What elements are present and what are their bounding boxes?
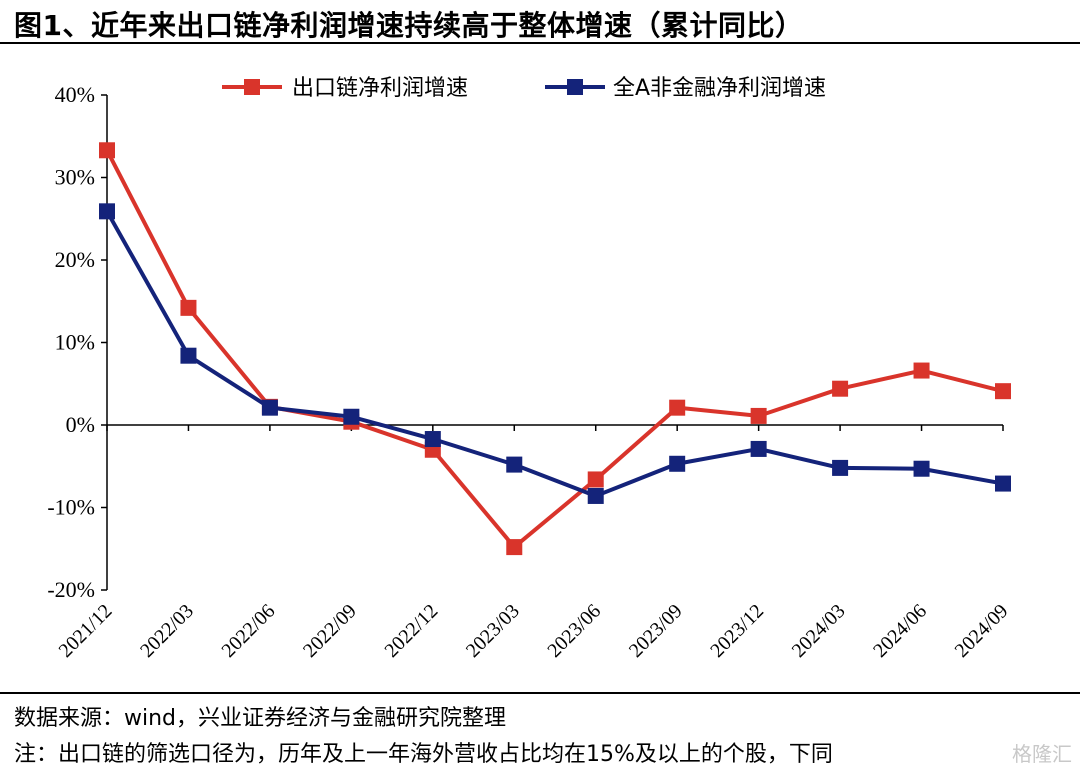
data-point [995,383,1011,400]
y-tick-label: -20% [47,577,95,602]
x-tick-label: 2022/09 [299,600,361,662]
data-point [506,456,523,473]
y-tick-label: 40% [55,82,95,107]
y-tick-label: 0% [66,412,95,437]
series-1 [99,142,1011,556]
data-point [750,407,767,424]
top-divider [0,42,1080,44]
x-tick-label: 2022/06 [218,600,280,662]
chart-title: 图1、近年来出口链净利润增速持续高于整体增速（累计同比） [14,9,804,42]
data-point [261,399,278,416]
x-tick-label: 2023/03 [462,600,524,662]
series-layer [99,142,1011,556]
data-point [99,142,115,159]
x-tick-label: 2021/12 [55,600,117,662]
data-point [995,475,1011,492]
y-tick-label: 30% [55,165,95,190]
legend-label: 出口链净利润增速 [292,76,468,101]
x-tick-label: 2024/09 [951,600,1013,662]
data-point [99,203,115,220]
y-tick-label: 20% [55,247,95,272]
data-point [343,408,360,425]
series-2 [99,203,1011,504]
chart-axes: 40% 30% 20% 10% 0% -10% -20%2021/12 2022/03 2022… [47,82,1012,662]
x-tick-label: 2023/09 [625,600,687,662]
x-tick-label: 2024/03 [788,600,850,662]
data-point [180,347,197,364]
data-point [669,455,686,472]
data-point [506,539,523,556]
data-point [669,399,686,416]
x-tick-label: 2024/06 [869,600,931,662]
data-point [180,299,197,316]
x-tick-label: 2023/06 [543,600,605,662]
data-point [750,440,767,457]
line-chart: 40% 30% 20% 10% 0% -10% -20%2021/12 2022/03 2022… [47,76,1012,662]
data-point [832,380,849,397]
chart-legend: 出口链净利润增速 全A非金融净利润增速 [222,76,826,101]
y-tick-label: -10% [47,495,95,520]
series-line [105,210,1004,498]
legend-marker [567,79,583,95]
footnote: 注：出口链的筛选口径为，历年及上一年海外营收占比均在15%及以上的个股，下同 [14,742,833,767]
legend-label: 全A非金融净利润增速 [613,76,826,101]
data-point [832,459,849,476]
x-tick-label: 2022/12 [380,600,442,662]
source-note: 数据来源：wind，兴业证券经济与金融研究院整理 [14,706,507,731]
watermark-logo: 格隆汇 [1012,742,1072,766]
y-tick-label: 10% [55,330,95,355]
x-tick-label: 2022/03 [136,600,198,662]
data-point [587,471,604,488]
data-point [913,460,930,477]
legend-marker [244,79,260,95]
data-point [587,487,604,504]
series-line [105,149,1004,550]
bottom-divider [0,692,1080,694]
x-tick-label: 2023/12 [706,600,768,662]
data-point [913,362,930,379]
data-point [424,431,441,448]
